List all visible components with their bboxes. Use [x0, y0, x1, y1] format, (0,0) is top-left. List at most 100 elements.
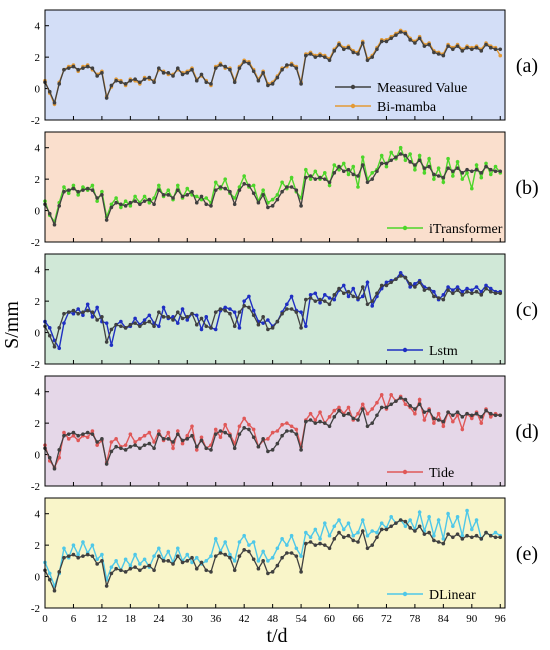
- data-point: [436, 418, 441, 422]
- data-point: [190, 67, 194, 72]
- data-point: [479, 421, 484, 425]
- data-point: [133, 440, 137, 444]
- data-point: [356, 418, 360, 422]
- data-point: [194, 444, 199, 449]
- data-point: [228, 433, 232, 438]
- data-point: [104, 321, 109, 325]
- data-point: [474, 285, 479, 289]
- data-point: [270, 448, 275, 452]
- data-point: [251, 540, 256, 544]
- data-point: [341, 535, 346, 540]
- data-point: [389, 515, 393, 519]
- data-point: [441, 297, 446, 302]
- data-point: [204, 202, 209, 207]
- data-point: [138, 437, 142, 441]
- panel-label: (a): [516, 55, 538, 77]
- data-point: [493, 164, 498, 169]
- data-point: [465, 508, 469, 513]
- data-point: [190, 424, 194, 429]
- data-point: [451, 174, 455, 178]
- data-point: [280, 422, 284, 427]
- data-point: [161, 315, 166, 319]
- data-point: [332, 171, 337, 175]
- data-point: [280, 433, 284, 438]
- data-point: [446, 166, 450, 170]
- data-point: [266, 559, 270, 563]
- data-point: [270, 555, 275, 560]
- data-point: [133, 552, 137, 557]
- data-point: [289, 533, 294, 538]
- x-tick-label: 42: [239, 613, 250, 625]
- data-point: [299, 570, 303, 574]
- y-tick-label: 2: [35, 52, 41, 64]
- data-point: [304, 167, 308, 172]
- data-point: [394, 155, 398, 159]
- data-point: [408, 526, 412, 530]
- data-point: [71, 64, 76, 69]
- data-point: [394, 521, 398, 525]
- data-point: [209, 82, 213, 86]
- data-point: [147, 197, 152, 202]
- data-point: [199, 316, 204, 321]
- data-point: [166, 549, 171, 554]
- data-point: [280, 180, 284, 185]
- data-point: [66, 310, 71, 314]
- data-point: [223, 422, 228, 427]
- data-point: [261, 315, 265, 319]
- panel-label: (e): [516, 543, 538, 565]
- data-point: [237, 326, 242, 330]
- data-point: [351, 286, 356, 291]
- data-point: [138, 446, 142, 451]
- x-tick-label: 54: [296, 613, 308, 625]
- x-tick-label: 90: [466, 613, 478, 625]
- data-point: [313, 418, 318, 422]
- data-point: [365, 411, 370, 416]
- data-point: [232, 310, 237, 314]
- data-point: [119, 202, 123, 207]
- data-point: [498, 47, 503, 52]
- legend-marker: [402, 347, 408, 353]
- data-point: [161, 437, 166, 441]
- data-point: [175, 183, 180, 188]
- data-point: [47, 89, 52, 94]
- data-point: [157, 546, 161, 551]
- data-point: [142, 321, 147, 325]
- data-point: [294, 546, 299, 551]
- data-point: [356, 52, 360, 56]
- data-point: [460, 171, 465, 175]
- data-point: [190, 555, 194, 560]
- y-tick-label: 0: [35, 206, 41, 218]
- data-point: [332, 408, 337, 413]
- data-point: [346, 289, 351, 294]
- data-point: [460, 289, 465, 294]
- data-point: [308, 52, 313, 56]
- data-point: [488, 45, 493, 50]
- data-point: [398, 152, 403, 156]
- data-point: [327, 302, 332, 307]
- data-point: [275, 429, 280, 433]
- data-point: [152, 324, 156, 329]
- data-point: [47, 577, 52, 582]
- data-point: [360, 163, 365, 167]
- data-point: [213, 432, 218, 436]
- data-point: [398, 30, 403, 34]
- data-point: [370, 171, 375, 175]
- data-point: [185, 559, 190, 563]
- data-point: [351, 533, 356, 538]
- data-point: [370, 529, 375, 533]
- data-point: [337, 164, 341, 169]
- data-point: [100, 437, 104, 441]
- data-point: [237, 424, 242, 429]
- data-point: [318, 410, 322, 414]
- data-point: [474, 289, 479, 294]
- x-tick-label: 30: [182, 613, 194, 625]
- data-point: [465, 533, 469, 538]
- data-point: [204, 324, 209, 329]
- data-point: [171, 196, 175, 200]
- data-point: [427, 515, 431, 519]
- data-point: [341, 161, 346, 166]
- data-point: [313, 421, 318, 425]
- data-point: [71, 311, 76, 316]
- data-point: [194, 566, 199, 571]
